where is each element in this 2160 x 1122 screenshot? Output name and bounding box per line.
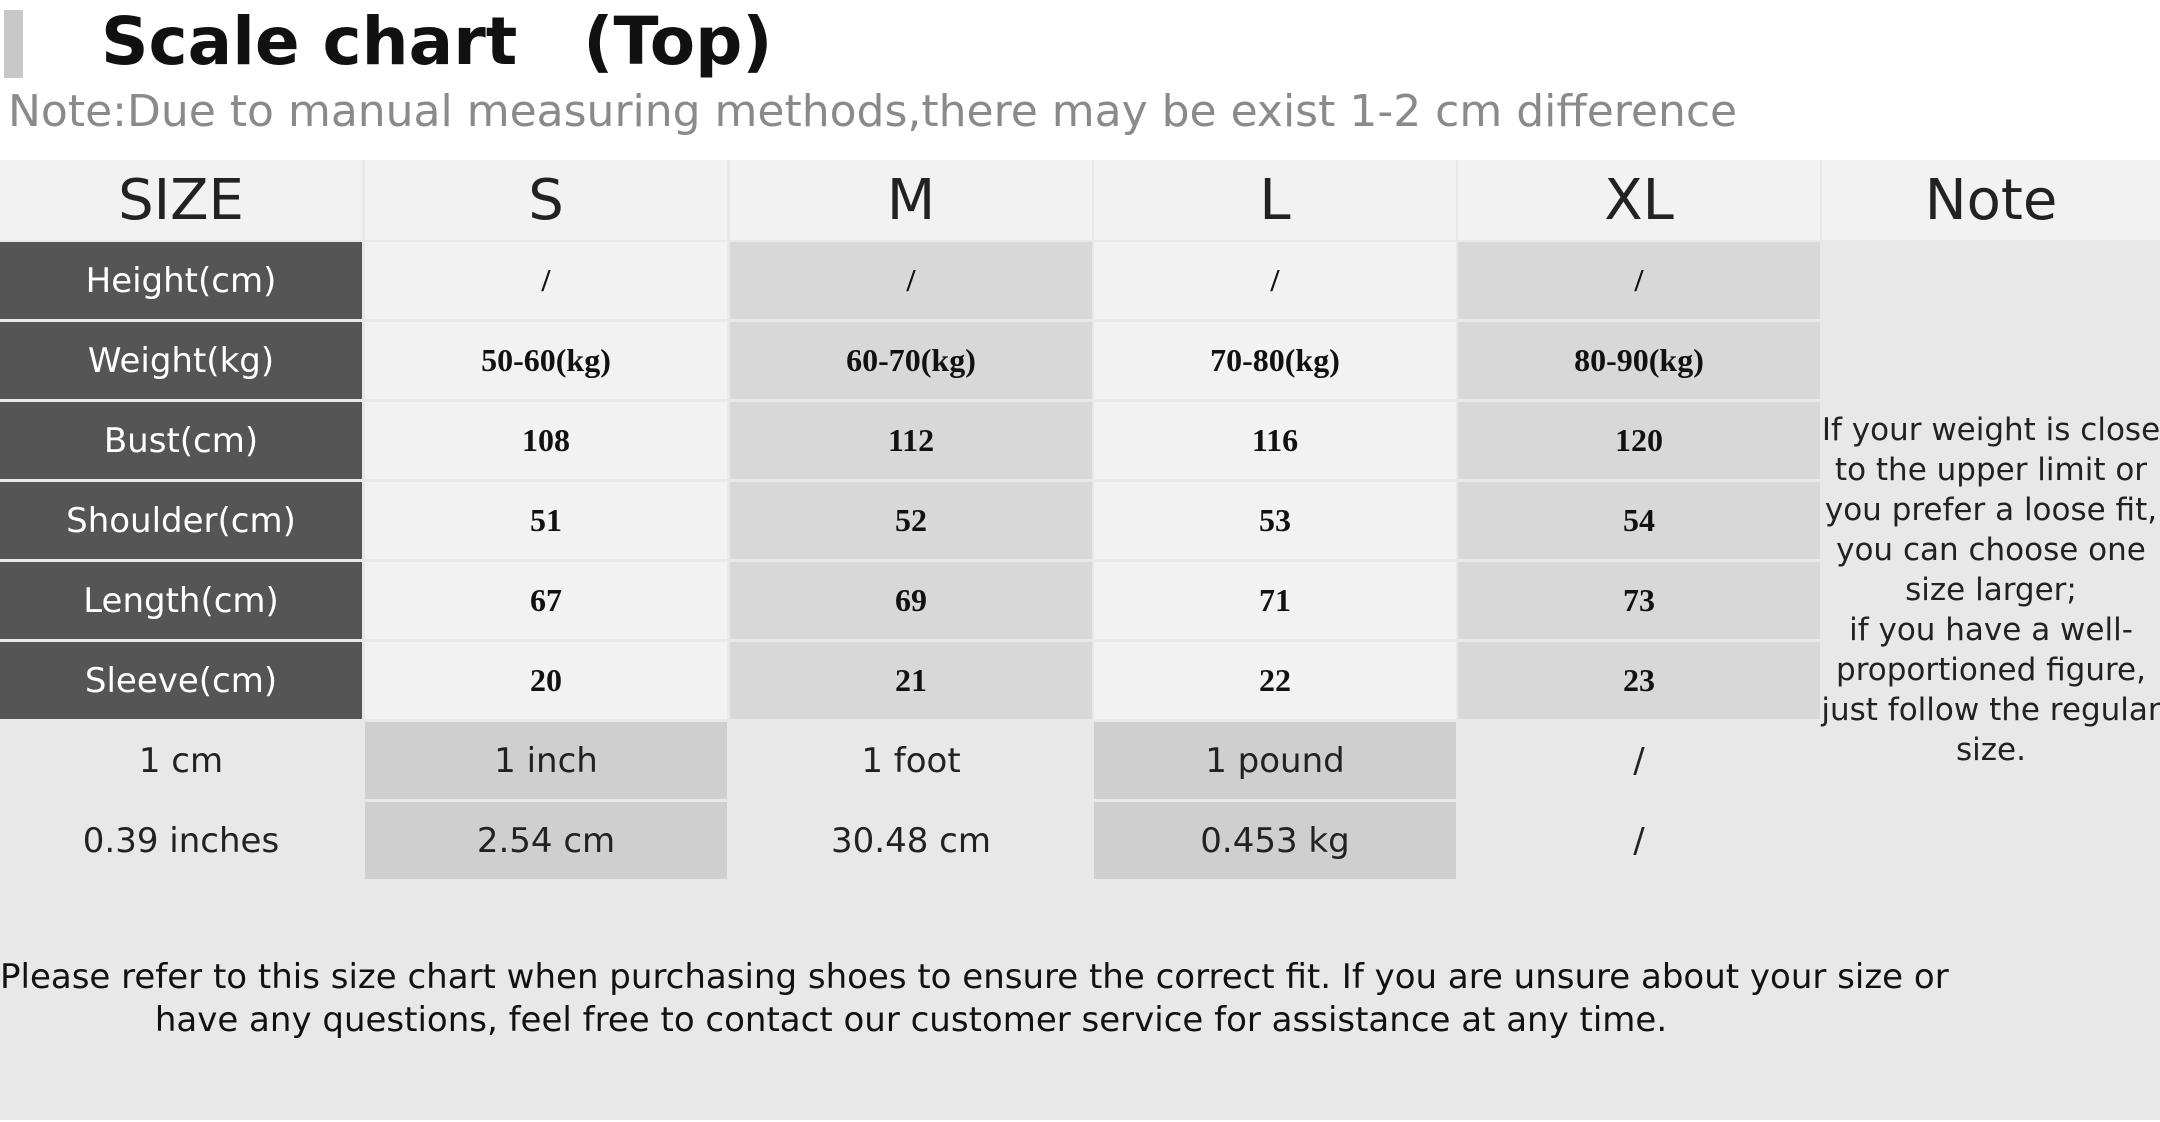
shoulder-l: 53 — [1094, 482, 1456, 559]
weight-m: 60-70(kg) — [730, 322, 1092, 399]
row-label-length: Length(cm) — [0, 562, 362, 639]
shoulder-m: 52 — [730, 482, 1092, 559]
weight-l: 70-80(kg) — [1094, 322, 1456, 399]
column-header-note: Note — [1822, 160, 2160, 240]
title-accent-bar — [4, 10, 23, 78]
row-label-height: Height(cm) — [0, 242, 362, 319]
height-xl: / — [1458, 242, 1820, 319]
page-title: Scale chart (Top) — [101, 3, 773, 80]
sleeve-xl: 23 — [1458, 642, 1820, 719]
height-m: / — [730, 242, 1092, 319]
row-label-bust: Bust(cm) — [0, 402, 362, 479]
conversion-cell: 30.48 cm — [730, 802, 1092, 879]
footer-line: have any questions, feel free to contact… — [154, 1000, 1668, 1040]
note-line: you can choose one — [1836, 532, 2146, 568]
length-s: 67 — [365, 562, 727, 639]
sleeve-s: 20 — [365, 642, 727, 719]
length-l: 71 — [1094, 562, 1456, 639]
shoulder-xl: 54 — [1458, 482, 1820, 559]
column-header-s: S — [365, 160, 727, 240]
height-l: / — [1094, 242, 1456, 319]
row-label-weight: Weight(kg) — [0, 322, 362, 399]
row-label-shoulder: Shoulder(cm) — [0, 482, 362, 559]
conversion-cell: 1 pound — [1094, 722, 1456, 799]
conversion-cell: / — [1458, 802, 1820, 879]
conversion-cell: 0.39 inches — [0, 802, 362, 879]
footer-line: Please refer to this size chart when pur… — [0, 957, 1949, 997]
conversion-cell: 1 foot — [730, 722, 1092, 799]
note-line: just follow the regular — [1821, 692, 2160, 728]
note-line: size larger; — [1905, 572, 2077, 608]
bust-m: 112 — [730, 402, 1092, 479]
note-line: If your weight is close — [1821, 412, 2160, 448]
note-line: to the upper limit or — [1834, 452, 2148, 488]
height-s: / — [365, 242, 727, 319]
bust-l: 116 — [1094, 402, 1456, 479]
conversion-cell: / — [1458, 722, 1820, 799]
sleeve-l: 22 — [1094, 642, 1456, 719]
length-xl: 73 — [1458, 562, 1820, 639]
conversion-cell: 1 cm — [0, 722, 362, 799]
shoulder-s: 51 — [365, 482, 727, 559]
conversion-cell: 0.453 kg — [1094, 802, 1456, 879]
column-header-xl: XL — [1458, 160, 1820, 240]
weight-s: 50-60(kg) — [365, 322, 727, 399]
column-header-size: SIZE — [0, 160, 362, 240]
weight-xl: 80-90(kg) — [1458, 322, 1820, 399]
size-chart-panel — [0, 160, 2160, 1120]
sleeve-m: 21 — [730, 642, 1092, 719]
note-line: proportioned figure, — [1836, 652, 2146, 688]
size-advice-note: If your weight is close to the upper lim… — [1821, 240, 2160, 880]
column-header-m: M — [730, 160, 1092, 240]
bust-xl: 120 — [1458, 402, 1820, 479]
bust-s: 108 — [365, 402, 727, 479]
note-line: if you have a well- — [1849, 612, 2133, 648]
note-line: size. — [1956, 732, 2026, 768]
column-header-l: L — [1094, 160, 1456, 240]
conversion-cell: 2.54 cm — [365, 802, 727, 879]
conversion-cell: 1 inch — [365, 722, 727, 799]
size-chart-footer: Please refer to this size chart when pur… — [0, 956, 1949, 1042]
row-label-sleeve: Sleeve(cm) — [0, 642, 362, 719]
length-m: 69 — [730, 562, 1092, 639]
measurement-note: Note:Due to manual measuring methods,the… — [8, 86, 1738, 137]
note-line: you prefer a loose fit, — [1824, 492, 2158, 528]
